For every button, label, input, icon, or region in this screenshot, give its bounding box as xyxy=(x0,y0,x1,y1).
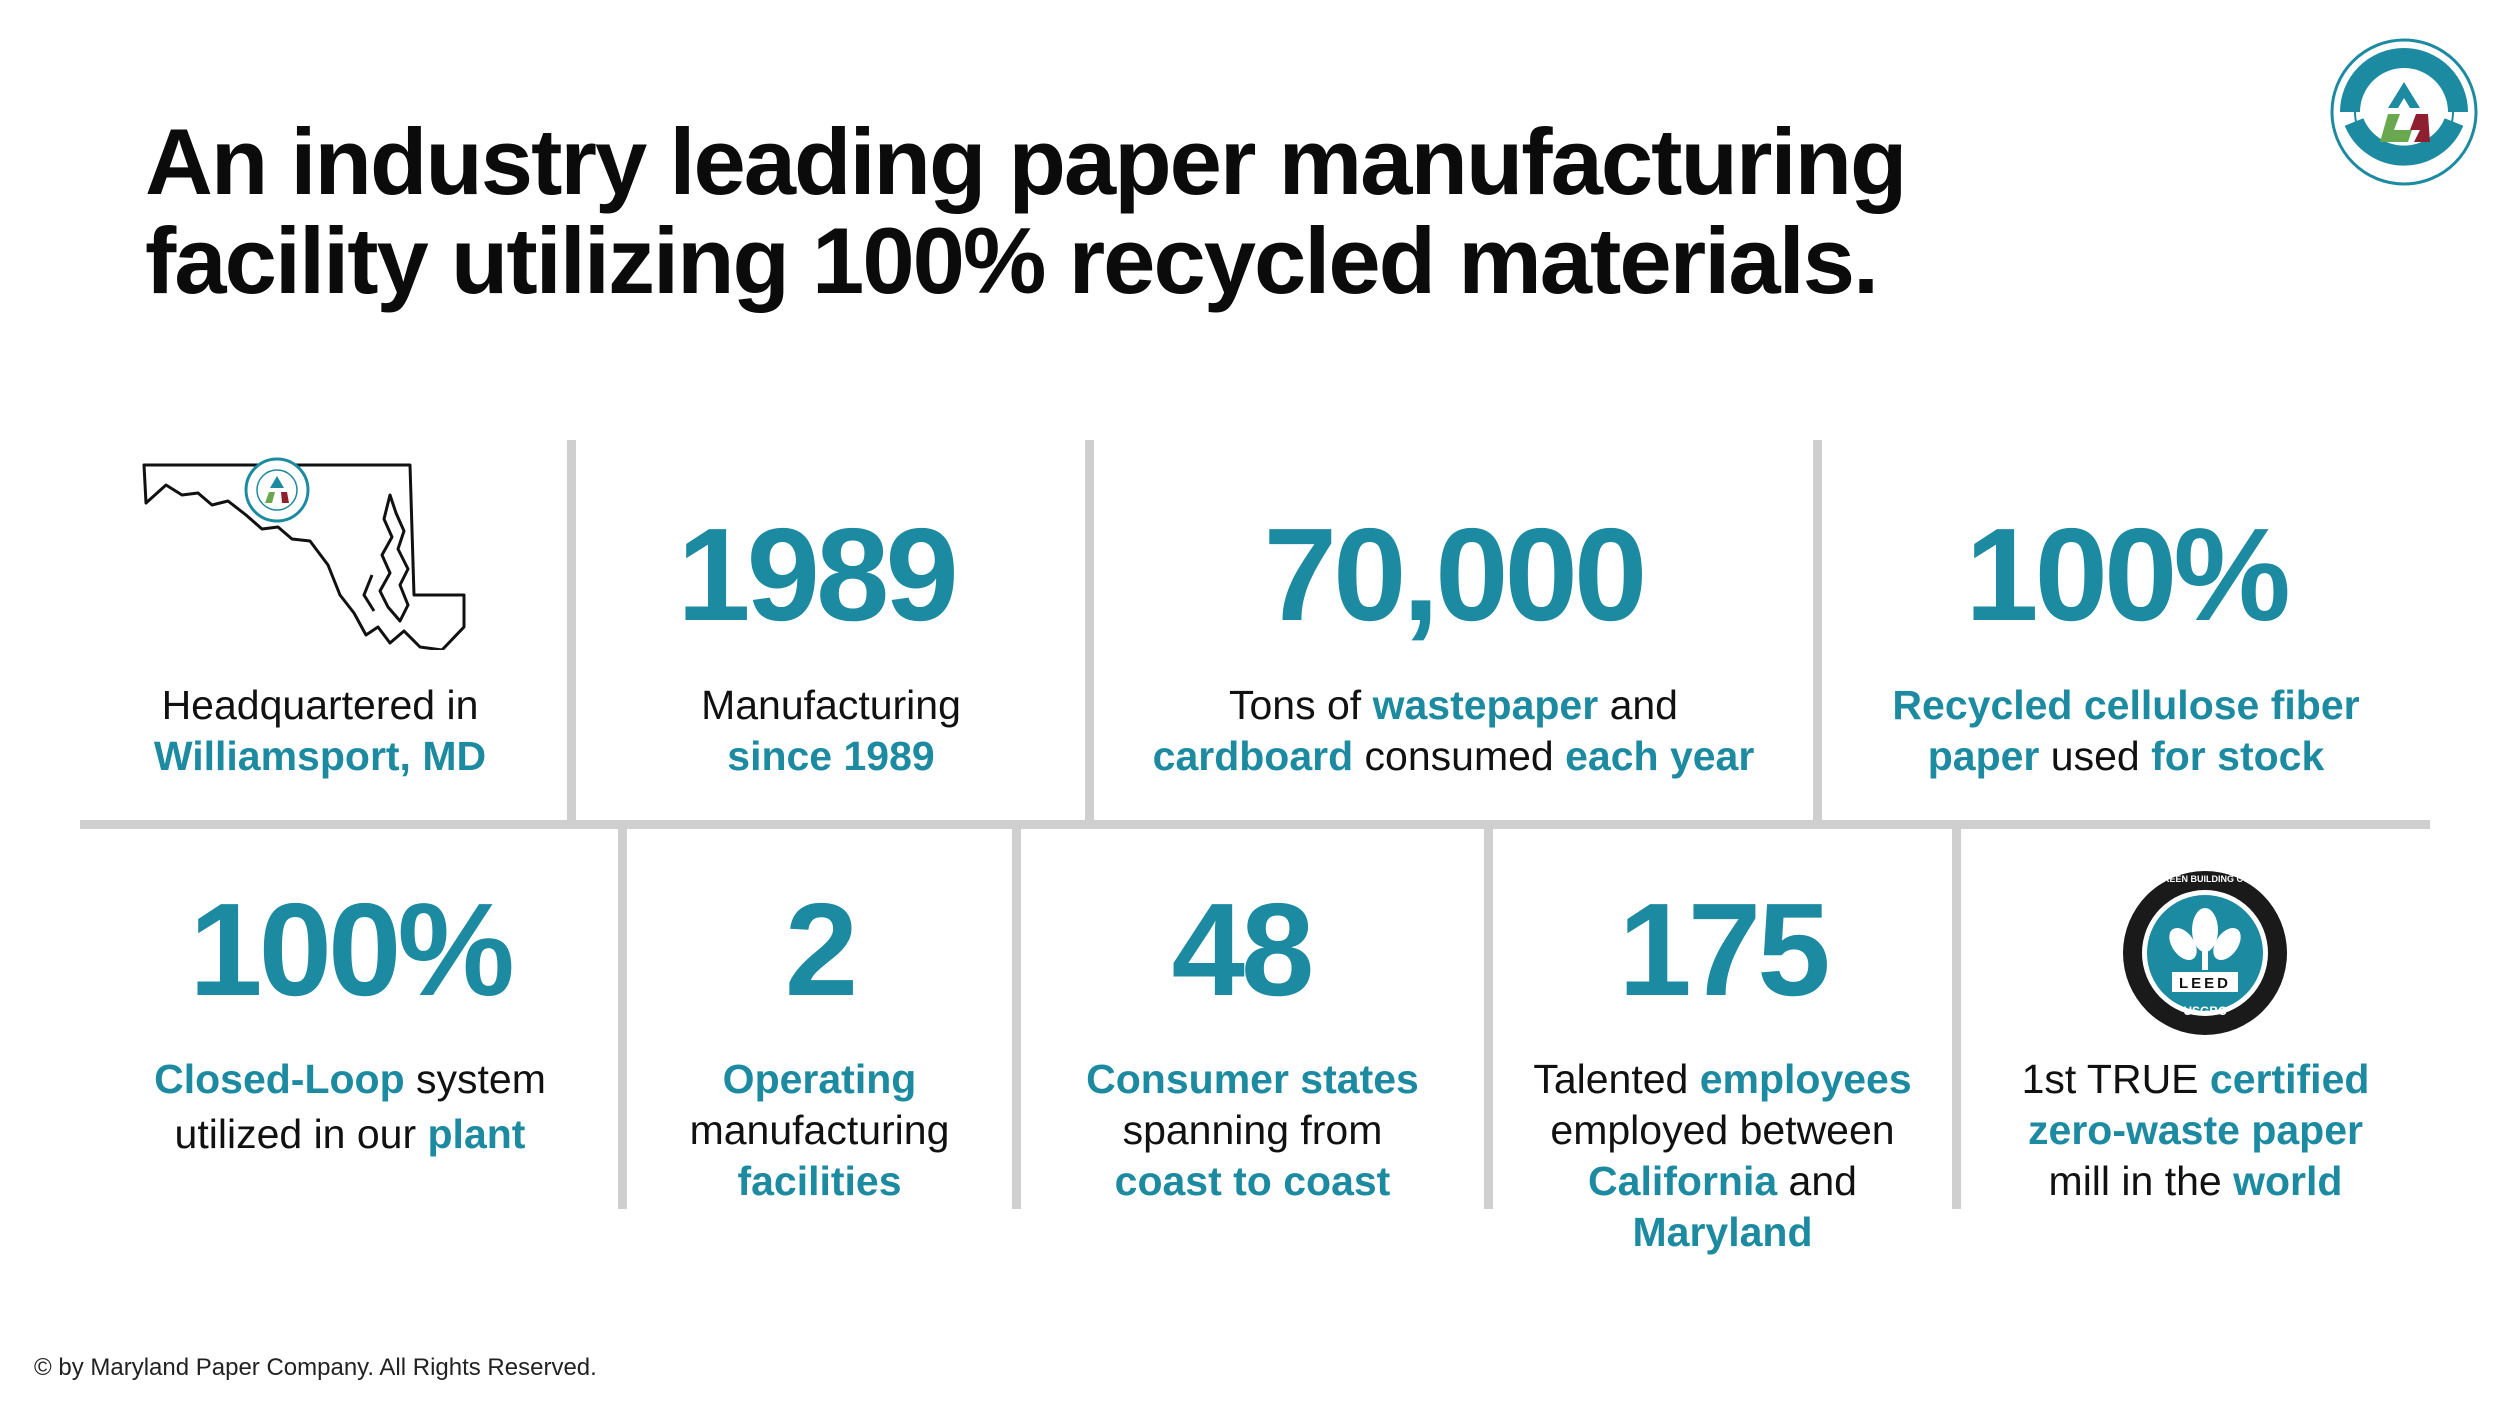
tons-each-year: each year xyxy=(1565,733,1755,779)
tons-text: Tons of xyxy=(1228,682,1373,728)
employees-caption: Talented employees employed between Cali… xyxy=(1493,1054,1952,1258)
facilities-caption: Operating manufacturing facilities xyxy=(627,1054,1012,1207)
hq-line-1: Headquartered in xyxy=(161,682,479,728)
divider-row2-3 xyxy=(1484,829,1493,1209)
states-caption: Consumer states spanning from coast to c… xyxy=(1021,1054,1484,1207)
founded-line-1: Manufacturing xyxy=(701,682,961,728)
tons-line-2: cardboard consumed each year xyxy=(1094,731,1813,782)
founded-number: 1989 xyxy=(677,501,959,648)
closedloop-system: system xyxy=(404,1056,546,1102)
leaf-icon xyxy=(2169,908,2241,970)
states-line-2: spanning from xyxy=(1122,1107,1383,1153)
leed-certified: certified xyxy=(2209,1056,2370,1102)
divider-row2-2 xyxy=(1012,829,1021,1209)
hq-line-2: Williamsport, MD xyxy=(153,733,487,779)
facilities-number: 2 xyxy=(784,876,858,1023)
facilities-line-2: manufacturing xyxy=(689,1107,950,1153)
employees-line-3: California and xyxy=(1493,1156,1952,1207)
tons-line-1: Tons of wastepaper and xyxy=(1094,680,1813,731)
leed-line-1: 1st TRUE certified xyxy=(1961,1054,2430,1105)
closedloop-number: 100% xyxy=(189,876,515,1023)
employees-line-2: employed between xyxy=(1550,1107,1895,1153)
closedloop-caption: Closed-Loop system utilized in our plant xyxy=(80,1054,620,1160)
closedloop-term: Closed-Loop xyxy=(154,1056,405,1102)
divider-row1-1 xyxy=(567,440,576,820)
recycled-line-2: paper used for stock xyxy=(1822,731,2430,782)
leed-line-3: mill in the world xyxy=(1961,1156,2430,1207)
hq-caption: Headquartered in Williamsport, MD xyxy=(80,680,560,782)
founded-line-2: since 1989 xyxy=(727,733,935,779)
page-title: An industry leading paper manufacturing … xyxy=(145,112,2095,310)
employees-line-1: Talented employees xyxy=(1493,1054,1952,1105)
founded-caption: Manufacturing since 1989 xyxy=(576,680,1086,782)
recycled-used: used xyxy=(2039,733,2152,779)
divider-row2-4 xyxy=(1952,829,1961,1209)
leed-first-true: 1st TRUE xyxy=(2021,1056,2210,1102)
horizontal-divider xyxy=(80,820,2430,829)
recycle-icon xyxy=(2380,82,2430,142)
tons-cardboard: cardboard xyxy=(1152,733,1354,779)
divider-row1-3 xyxy=(1813,440,1822,820)
states-line-3: coast to coast xyxy=(1114,1158,1391,1204)
tons-and: and xyxy=(1598,682,1678,728)
maryland-paper-logo xyxy=(2330,38,2478,186)
leed-badge-ring-text: U.S. GREEN BUILDING COUNCIL xyxy=(2136,874,2278,884)
leed-mill: mill in the xyxy=(2048,1158,2234,1204)
closedloop-plant: plant xyxy=(427,1111,526,1157)
facilities-line-1: Operating xyxy=(722,1056,917,1102)
title-line-1: An industry leading paper manufacturing xyxy=(145,109,1907,214)
recycled-for-stock: for stock xyxy=(2151,733,2325,779)
states-number: 48 xyxy=(1171,876,1315,1023)
employees-line-4: Maryland xyxy=(1632,1209,1813,1255)
leed-line-2: zero-waste paper xyxy=(2028,1107,2363,1153)
closedloop-utilized: utilized in our xyxy=(174,1111,428,1157)
employees-term: employees xyxy=(1699,1056,1912,1102)
leed-badge-label: LEED xyxy=(2178,975,2231,992)
employees-california: California xyxy=(1588,1158,1778,1204)
employees-number: 175 xyxy=(1618,876,1830,1023)
recycled-paper: paper xyxy=(1927,733,2040,779)
leed-badge-icon xyxy=(2123,871,2287,1035)
employees-talented: Talented xyxy=(1533,1056,1700,1102)
leed-world: world xyxy=(2233,1158,2343,1204)
facilities-line-3: facilities xyxy=(737,1158,902,1204)
tons-caption: Tons of wastepaper and cardboard consume… xyxy=(1094,680,1813,782)
closedloop-line-2: utilized in our plant xyxy=(80,1109,620,1160)
divider-row1-2 xyxy=(1085,440,1094,820)
recycled-caption: Recycled cellulose fiber paper used for … xyxy=(1822,680,2430,782)
tons-number: 70,000 xyxy=(1263,501,1648,648)
title-line-2: facility utilizing 100% recycled materia… xyxy=(145,208,1879,313)
maryland-map-icon xyxy=(142,457,466,650)
divider-row2-1 xyxy=(618,829,627,1209)
employees-and: and xyxy=(1777,1158,1857,1204)
leed-caption: 1st TRUE certified zero-waste paper mill… xyxy=(1961,1054,2430,1207)
recycled-line-1: Recycled cellulose fiber xyxy=(1892,682,2360,728)
states-line-1: Consumer states xyxy=(1086,1056,1419,1102)
tons-wastepaper: wastepaper xyxy=(1372,682,1599,728)
tons-consumed: consumed xyxy=(1353,733,1566,779)
closedloop-line-1: Closed-Loop system xyxy=(80,1054,620,1105)
recycled-number: 100% xyxy=(1965,501,2291,648)
leed-badge-sub: USGBC xyxy=(2183,1004,2227,1018)
copyright-footer: © by Maryland Paper Company. All Rights … xyxy=(34,1354,597,1381)
